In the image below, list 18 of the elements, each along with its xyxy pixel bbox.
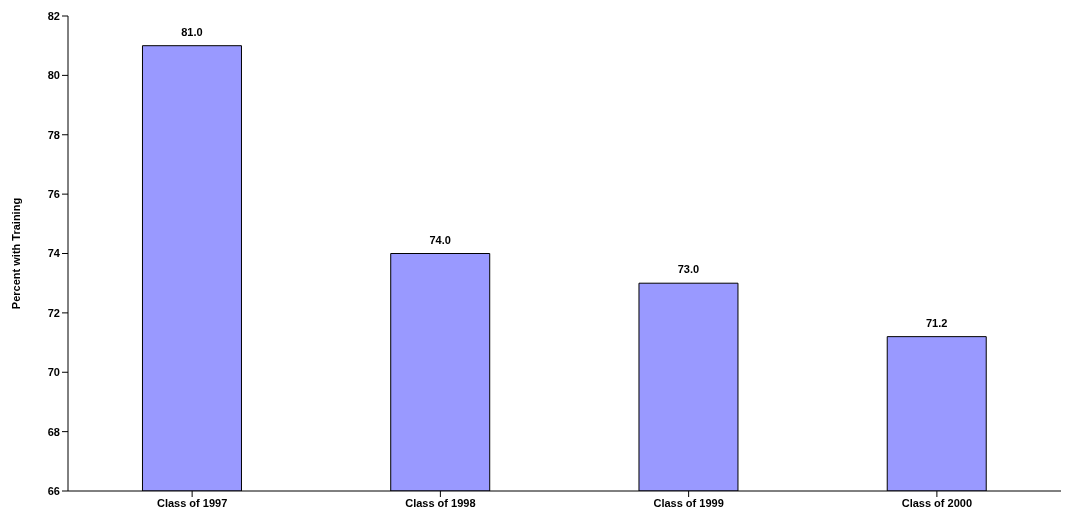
y-tick-label: 70 <box>47 366 60 379</box>
y-tick-label: 78 <box>47 128 60 141</box>
data-label: 74.0 <box>429 233 451 246</box>
y-axis-title: Percent with Training <box>9 197 22 310</box>
x-tick-label: Class of 1998 <box>405 496 476 509</box>
y-tick-label: 74 <box>47 247 61 260</box>
y-tick-label: 76 <box>47 188 60 201</box>
y-tick-label: 68 <box>47 425 60 438</box>
y-tick-label: 80 <box>47 69 60 82</box>
data-label: 81.0 <box>181 25 203 38</box>
data-label: 73.0 <box>677 263 700 276</box>
x-tick-label: Class of 2000 <box>901 496 973 509</box>
y-tick-label: 66 <box>47 484 60 497</box>
y-tick-label: 72 <box>47 306 60 319</box>
data-label: 71.2 <box>926 316 948 329</box>
x-tick-label: Class of 1999 <box>653 496 724 509</box>
y-tick-label: 82 <box>47 9 60 22</box>
x-tick-label: Class of 1997 <box>156 496 228 509</box>
